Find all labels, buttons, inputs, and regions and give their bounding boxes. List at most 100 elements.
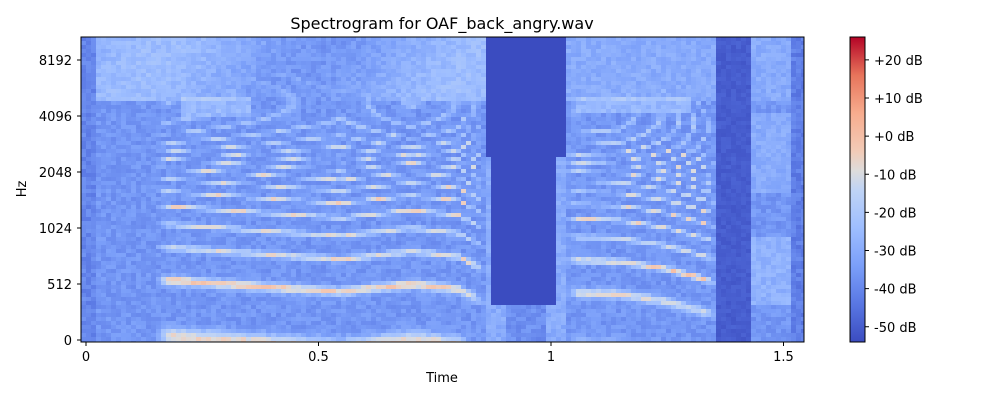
heatmap-cell [366, 177, 372, 182]
heatmap-cell [231, 189, 237, 194]
heatmap-cell [311, 233, 317, 238]
heatmap-cell [301, 153, 307, 158]
heatmap-cell [336, 57, 342, 62]
heatmap-cell [206, 297, 212, 302]
heatmap-cell [171, 233, 177, 238]
heatmap-cell [311, 289, 317, 294]
heatmap-cell [361, 181, 367, 186]
heatmap-cell [371, 101, 377, 106]
heatmap-cell [101, 265, 107, 270]
heatmap-cell [226, 281, 232, 286]
heatmap-cell [141, 41, 147, 46]
heatmap-cell [226, 53, 232, 58]
heatmap-cell [241, 65, 247, 70]
heatmap-cell [211, 65, 217, 70]
heatmap-cell [196, 97, 202, 102]
heatmap-cell [201, 333, 207, 338]
heatmap-cell [386, 61, 392, 66]
heatmap-cell [156, 69, 162, 74]
heatmap-cell [91, 57, 97, 62]
heatmap-cell [276, 189, 282, 194]
heatmap-cell [231, 141, 237, 146]
heatmap-cell [316, 229, 322, 234]
heatmap-cell [156, 277, 162, 282]
heatmap-cell [141, 193, 147, 198]
heatmap-cell [111, 273, 117, 278]
heatmap-cell [181, 313, 187, 318]
heatmap-cell [151, 225, 157, 230]
heatmap-cell [136, 177, 142, 182]
heatmap-cell [381, 89, 387, 94]
heatmap-cell [181, 201, 187, 206]
heatmap-cell [101, 181, 107, 186]
heatmap-cell [86, 249, 92, 254]
heatmap-cell [266, 217, 272, 222]
heatmap-cell [206, 49, 212, 54]
heatmap-cell [396, 145, 402, 150]
heatmap-cell [346, 317, 352, 322]
heatmap-cell [276, 337, 282, 342]
heatmap-cell [361, 265, 367, 270]
heatmap-cell [176, 69, 182, 74]
heatmap-cell [106, 93, 112, 98]
heatmap-cell [291, 189, 297, 194]
heatmap-cell [346, 49, 352, 54]
heatmap-cell [136, 57, 142, 62]
heatmap-cell [296, 297, 302, 302]
heatmap-cell [371, 65, 377, 70]
heatmap-cell [236, 133, 242, 138]
heatmap-cell [216, 233, 222, 238]
heatmap-cell [166, 141, 172, 146]
heatmap-cell [331, 165, 337, 170]
heatmap-cell [156, 185, 162, 190]
heatmap-cell [271, 141, 277, 146]
heatmap-cell [321, 237, 327, 242]
heatmap-cell [321, 101, 327, 106]
heatmap-cell [156, 169, 162, 174]
heatmap-cell [321, 329, 327, 334]
heatmap-cell [171, 177, 177, 182]
heatmap-cell [136, 301, 142, 306]
heatmap-cell [396, 157, 402, 162]
heatmap-cell [136, 141, 142, 146]
heatmap-cell [376, 69, 382, 74]
heatmap-cell [116, 309, 122, 314]
heatmap-cell [136, 173, 142, 178]
heatmap-cell [261, 113, 267, 118]
heatmap-cell [106, 301, 112, 306]
heatmap-cell [181, 305, 187, 310]
heatmap-cell [191, 317, 197, 322]
heatmap-cell [136, 113, 142, 118]
heatmap-cell [146, 193, 152, 198]
heatmap-cell [226, 185, 232, 190]
heatmap-cell [146, 129, 152, 134]
heatmap-cell [331, 229, 337, 234]
heatmap-cell [131, 81, 137, 86]
heatmap-cell [336, 289, 342, 294]
heatmap-cell [371, 257, 377, 262]
heatmap-cell [376, 53, 382, 58]
heatmap-cell [201, 261, 207, 266]
heatmap-cell [261, 329, 267, 334]
heatmap-cell [336, 221, 342, 226]
heatmap-cell [301, 265, 307, 270]
heatmap-cell [376, 57, 382, 62]
heatmap-cell [156, 141, 162, 146]
heatmap-cell [356, 209, 362, 214]
heatmap-cell [331, 277, 337, 282]
heatmap-cell [381, 145, 387, 150]
heatmap-cell [166, 321, 172, 326]
heatmap-cell [186, 73, 192, 78]
heatmap-cell [371, 209, 377, 214]
heatmap-cell [121, 253, 127, 258]
heatmap-cell [361, 129, 367, 134]
heatmap-cell [361, 257, 367, 262]
heatmap-cell [236, 289, 242, 294]
heatmap-cell [106, 69, 112, 74]
heatmap-cell [281, 173, 287, 178]
heatmap-cell [196, 161, 202, 166]
heatmap-cell [301, 313, 307, 318]
heatmap-cell [386, 101, 392, 106]
heatmap-cell [186, 65, 192, 70]
heatmap-cell [151, 253, 157, 258]
